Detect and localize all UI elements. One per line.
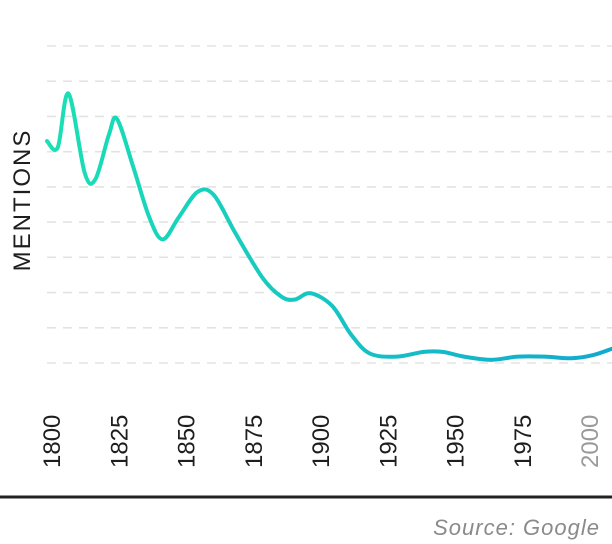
x-tick-label: 1825 [106,415,133,468]
x-tick-label: 1800 [39,415,66,468]
y-axis-title-group: MENTIONS [9,129,36,272]
x-tick-label: 1975 [510,415,537,468]
x-tick-label: 1875 [241,415,268,468]
source-note: Source: Google [433,515,600,540]
series-group [45,91,612,362]
x-axis-ticks: 1800 1825 1850 1875 1900 1925 1950 1975 2000 [39,415,604,468]
x-tick-label: 1925 [375,415,402,468]
gridlines [47,45,612,364]
x-tick-label: 1850 [174,415,201,468]
x-tick-label: 2000 [577,415,604,468]
y-axis-title: MENTIONS [9,129,36,272]
x-tick-label: 1950 [443,415,470,468]
x-tick-label: 1900 [308,415,335,468]
series-line-0 [45,91,612,362]
